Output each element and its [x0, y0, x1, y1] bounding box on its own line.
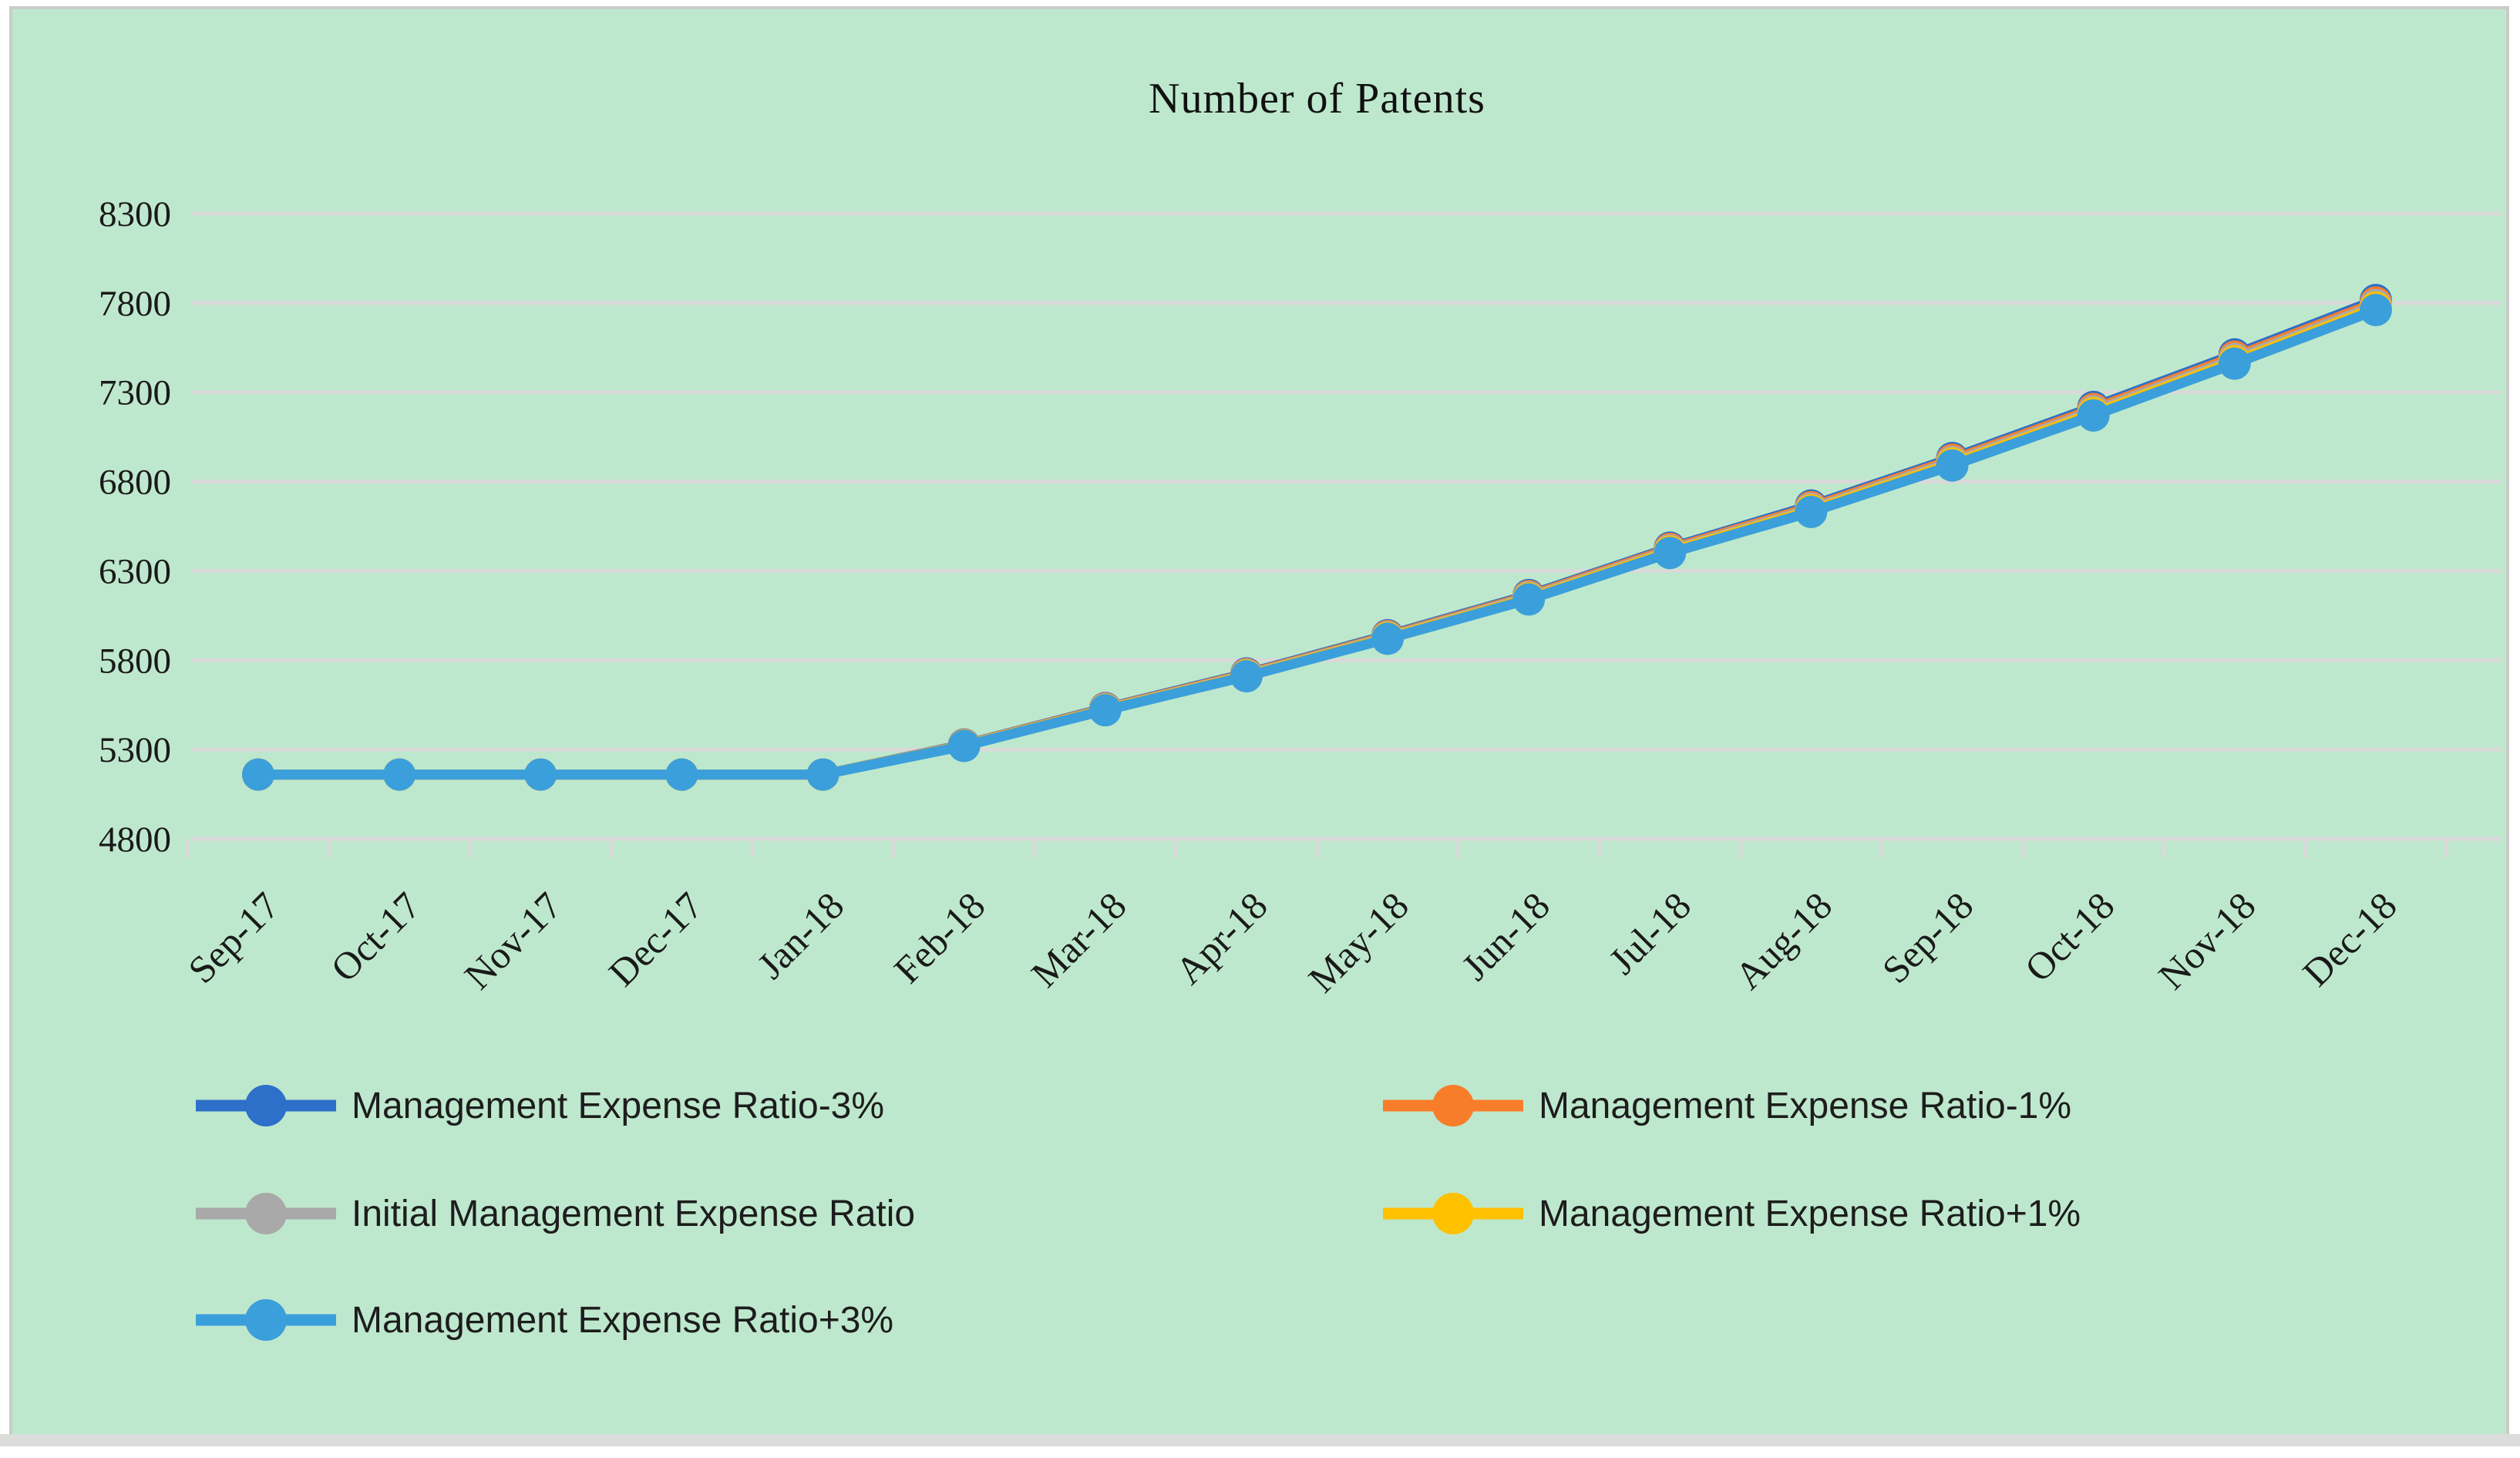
x-tick-label: Nov-18 [2150, 884, 2264, 998]
x-tick-label: Dec-17 [601, 884, 712, 995]
x-axis-ticks [185, 839, 2449, 857]
data-point-marker [1088, 694, 1122, 727]
x-tick-label: Dec-18 [2294, 884, 2405, 995]
series-3 [242, 291, 2392, 791]
data-point-marker [1371, 622, 1405, 655]
x-tick-label: Aug-18 [1727, 884, 1841, 998]
x-tick-label: Sep-18 [1874, 884, 1982, 992]
series-0 [242, 284, 2392, 791]
x-tick-label: Sep-17 [180, 884, 288, 992]
data-point-marker [665, 758, 698, 791]
x-tick-label: Nov-17 [456, 884, 570, 998]
y-tick-label: 5800 [99, 641, 171, 681]
data-point-marker [947, 729, 981, 763]
x-tick-label: Feb-18 [886, 884, 994, 992]
x-tick-label: Mar-18 [1023, 884, 1135, 995]
y-tick-label: 6300 [99, 551, 171, 591]
chart-title: Number of Patents [1149, 75, 1485, 123]
x-tick-label: Jun-18 [1453, 884, 1558, 988]
series-line [258, 298, 2378, 780]
y-tick-label: 8300 [99, 194, 171, 234]
y-tick-label: 5300 [99, 730, 171, 770]
chart-card [9, 6, 2509, 1434]
data-point-marker [383, 758, 416, 791]
data-point-marker [524, 758, 557, 791]
card-bottom-edge [0, 1434, 2520, 1446]
data-point-marker [806, 758, 839, 791]
data-point-marker [1795, 495, 1828, 528]
y-tick-label: 7300 [99, 373, 171, 413]
data-point-marker [1512, 583, 1546, 616]
data-point-marker [2077, 399, 2110, 432]
y-axis-labels: 4800 5300 5800 6300 6800 7300 7800 8300 [99, 194, 171, 860]
data-point-marker [242, 758, 274, 791]
series-2 [242, 288, 2392, 791]
data-point-marker [1936, 449, 1969, 482]
series-4 [242, 294, 2392, 791]
data-point-marker [1230, 660, 1263, 693]
series-line [258, 300, 2378, 780]
y-tick-label: 4800 [99, 820, 171, 860]
y-tick-label: 6800 [99, 463, 171, 503]
data-point-marker [2359, 294, 2392, 327]
y-tick-label: 7800 [99, 284, 171, 324]
x-tick-label: Oct-18 [2017, 884, 2123, 990]
x-axis-labels: Sep-17 Oct-17 Nov-17 Dec-17 Jan-18 Feb-18 Mar-… [180, 884, 2405, 1001]
x-tick-label: Apr-18 [1167, 884, 1276, 992]
data-point-marker [1654, 537, 1687, 570]
x-tick-label: Jan-18 [749, 884, 852, 987]
series-line [258, 295, 2378, 780]
x-tick-label: Oct-17 [322, 884, 429, 990]
series-line [258, 305, 2378, 780]
gridlines [191, 211, 2501, 841]
data-point-marker [2218, 347, 2251, 380]
x-tick-label: Jul-18 [1600, 884, 1699, 982]
x-tick-label: May-18 [1300, 884, 1417, 1001]
series-line [258, 302, 2378, 780]
series-1 [242, 286, 2392, 791]
